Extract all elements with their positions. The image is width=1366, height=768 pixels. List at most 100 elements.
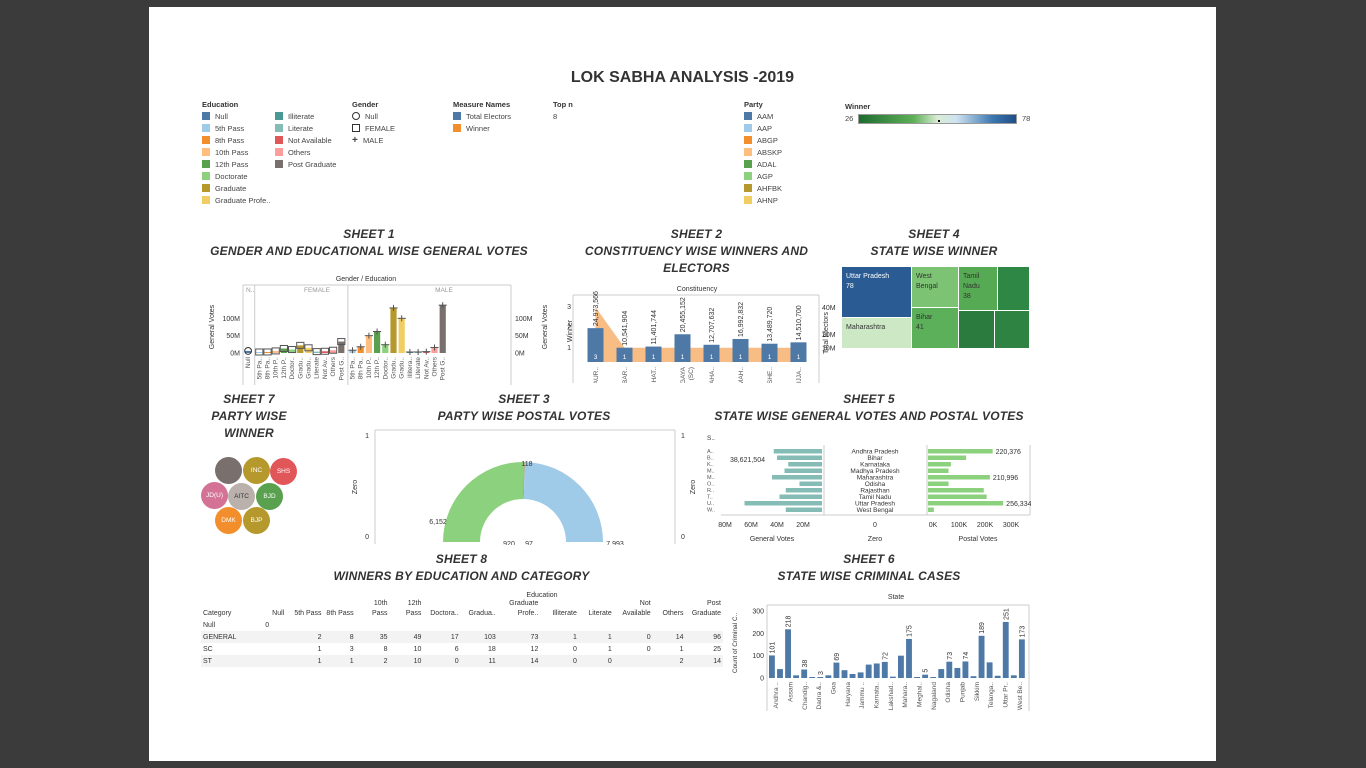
legend-swatch bbox=[202, 148, 210, 156]
sheet5-general-bar bbox=[772, 475, 822, 480]
sheet1-bar bbox=[264, 351, 271, 353]
legend-item-party[interactable]: ABGP bbox=[744, 135, 782, 147]
legend-item-party[interactable]: AGP bbox=[744, 171, 782, 183]
legend-item-education[interactable]: Doctorate bbox=[202, 171, 270, 183]
party-bubble-aitc[interactable]: AITC bbox=[228, 483, 255, 510]
party-bubble-inc[interactable]: INC bbox=[243, 457, 270, 484]
sheet1-marker-square bbox=[329, 346, 338, 354]
sheet7-bubble-chart: INC SHS JD(U) AITC BJD DMK BJP bbox=[201, 457, 301, 537]
sheet1-bar bbox=[338, 341, 345, 353]
table-cell bbox=[614, 619, 653, 631]
sheet2-bar bbox=[587, 328, 604, 362]
legend-item-education[interactable]: 12th Pass bbox=[202, 159, 270, 171]
legend-item-education[interactable]: Literate bbox=[275, 123, 336, 135]
sheet6-bar bbox=[970, 676, 977, 678]
sheet2-ytick-left: 3 bbox=[567, 304, 571, 311]
legend-item-education[interactable]: Null bbox=[202, 111, 270, 123]
sheet5-postal-tick: 100K bbox=[951, 522, 968, 529]
legend-item-education[interactable]: Graduate Profe.. bbox=[202, 195, 270, 207]
sheet6-xtick: Dadra &.. bbox=[816, 682, 823, 710]
sheet5-postal-label: 210,996 bbox=[993, 475, 1018, 482]
sheet6-value-label: 173 bbox=[1019, 626, 1026, 638]
sheet6-bar bbox=[898, 655, 904, 678]
legend-item-party[interactable]: ABSKP bbox=[744, 147, 782, 159]
sheet1-xtick: Illitera.. bbox=[407, 357, 414, 378]
sheet1-xtick: 10th P.. bbox=[273, 357, 280, 379]
winner-color-legend: Winner 26 78 bbox=[845, 101, 1035, 125]
treemap-cell-bihar[interactable]: Bihar 41 bbox=[912, 308, 958, 348]
legend-item-party[interactable]: AAM bbox=[744, 111, 782, 123]
party-bubble-bjd[interactable]: BJD bbox=[256, 483, 283, 510]
legend-item-education[interactable]: 8th Pass bbox=[202, 135, 270, 147]
sheet2-ytick-right: 40M bbox=[822, 305, 836, 312]
legend-label: Literate bbox=[288, 124, 314, 133]
sheet8-column-header-cell: 8th Pass bbox=[326, 610, 354, 617]
sheet3-slice bbox=[523, 462, 603, 542]
legend-swatch bbox=[202, 184, 210, 192]
legend-item-winner[interactable]: Winner bbox=[453, 123, 511, 135]
party-bubble[interactable] bbox=[215, 457, 242, 484]
sheet2-xtick: BAR.. bbox=[622, 367, 629, 383]
education-legend-col2: Illiterate Literate Not Available Others Pos… bbox=[275, 111, 336, 171]
party-bubble-shs[interactable]: SHS bbox=[270, 458, 297, 485]
legend-label: 10th Pass bbox=[215, 148, 249, 157]
table-cell: 3 bbox=[349, 645, 354, 653]
sheet6-xtick: Assam bbox=[788, 682, 795, 702]
sheet6-value-label: 189 bbox=[979, 622, 986, 634]
sheet6-xtick: Haryana bbox=[845, 682, 852, 707]
sheet3-slice bbox=[443, 462, 524, 542]
legend-item-education[interactable]: Illiterate bbox=[275, 111, 336, 123]
legend-item-party[interactable]: ADAL bbox=[744, 159, 782, 171]
sheet2-winner-label: 1 bbox=[623, 354, 627, 361]
treemap-cell-west-bengal[interactable]: West Bengal bbox=[912, 267, 958, 307]
table-cell: 18 bbox=[487, 645, 496, 653]
table-cell: 0 bbox=[578, 655, 614, 667]
legend-item-education[interactable]: Graduate bbox=[202, 183, 270, 195]
sheet5-state-name: West Bengal bbox=[857, 507, 894, 514]
legend-item-female[interactable]: FEMALE bbox=[352, 123, 395, 135]
table-cell bbox=[613, 655, 653, 667]
table-cell: 103 bbox=[460, 631, 498, 643]
sheet8-column-header-cell: 5th Pass bbox=[294, 610, 322, 617]
sheet5-state-name: Tamil Nadu bbox=[859, 494, 892, 501]
treemap-state-label: West Bengal bbox=[916, 273, 938, 290]
sheet2-xtick: UJJA.. bbox=[796, 367, 803, 383]
sheet6-ytick: 0 bbox=[760, 676, 764, 683]
treemap-cell[interactable] bbox=[998, 267, 1029, 310]
sheet6-xtick: Uttar Pr.. bbox=[1003, 682, 1010, 708]
table-row: ST 1 1 2 10 0 11 14 0 0 2 14 bbox=[201, 655, 723, 667]
treemap-cell[interactable] bbox=[995, 311, 1029, 348]
legend-item-education[interactable]: Post Graduate bbox=[275, 159, 336, 171]
sheet3-donut-chart: 1 0 1 0 Zero Zero 118 6,152 920 97 7,993 bbox=[352, 429, 697, 545]
treemap-cell[interactable] bbox=[959, 311, 994, 348]
legend-item-party[interactable]: AAP bbox=[744, 123, 782, 135]
sheet1-marker-square bbox=[255, 348, 264, 356]
legend-item-education[interactable]: Not Available bbox=[275, 135, 336, 147]
legend-item-null[interactable]: Null bbox=[352, 111, 395, 123]
treemap-cell-uttar-pradesh[interactable]: Uttar Pradesh 78 bbox=[842, 267, 911, 317]
sheet6-value-label: 72 bbox=[882, 652, 889, 660]
sheet6-xtick: Odisha bbox=[945, 682, 952, 703]
sheet5-postal-bar bbox=[928, 475, 990, 480]
sheet3-title-line2: PARTY WISE POSTAL VOTES bbox=[437, 409, 611, 423]
legend-item-male[interactable]: + MALE bbox=[352, 135, 395, 147]
legend-item-education[interactable]: 10th Pass bbox=[202, 147, 270, 159]
legend-item-party[interactable]: AHFBK bbox=[744, 183, 782, 195]
sheet5-postal-bar bbox=[928, 494, 987, 499]
top-n-parameter[interactable]: Top n 8 bbox=[553, 99, 573, 123]
legend-item-education[interactable]: Others bbox=[275, 147, 336, 159]
sheet6-xtick: Lakshad.. bbox=[888, 682, 895, 710]
legend-item-total-electors[interactable]: Total Electors bbox=[453, 111, 511, 123]
treemap-cell-maharashtra[interactable]: Maharashtra bbox=[842, 318, 911, 348]
legend-item-party[interactable]: AHNP bbox=[744, 195, 782, 207]
treemap-cell-tamil-nadu[interactable]: Tamil Nadu 38 bbox=[959, 267, 997, 310]
legend-item-education[interactable]: 5th Pass bbox=[202, 123, 270, 135]
sheet1-bar bbox=[272, 350, 279, 353]
party-bubble-jdu[interactable]: JD(U) bbox=[201, 482, 228, 509]
sheet7-title: SHEET 7 PARTY WISE WINNER bbox=[189, 391, 309, 442]
table-cell: Null bbox=[203, 621, 216, 629]
party-bubble-bjp[interactable]: BJP bbox=[243, 507, 270, 534]
party-bubble-dmk[interactable]: DMK bbox=[215, 507, 242, 534]
sheet6-bar bbox=[881, 661, 888, 678]
sheet2-bar bbox=[761, 343, 778, 362]
